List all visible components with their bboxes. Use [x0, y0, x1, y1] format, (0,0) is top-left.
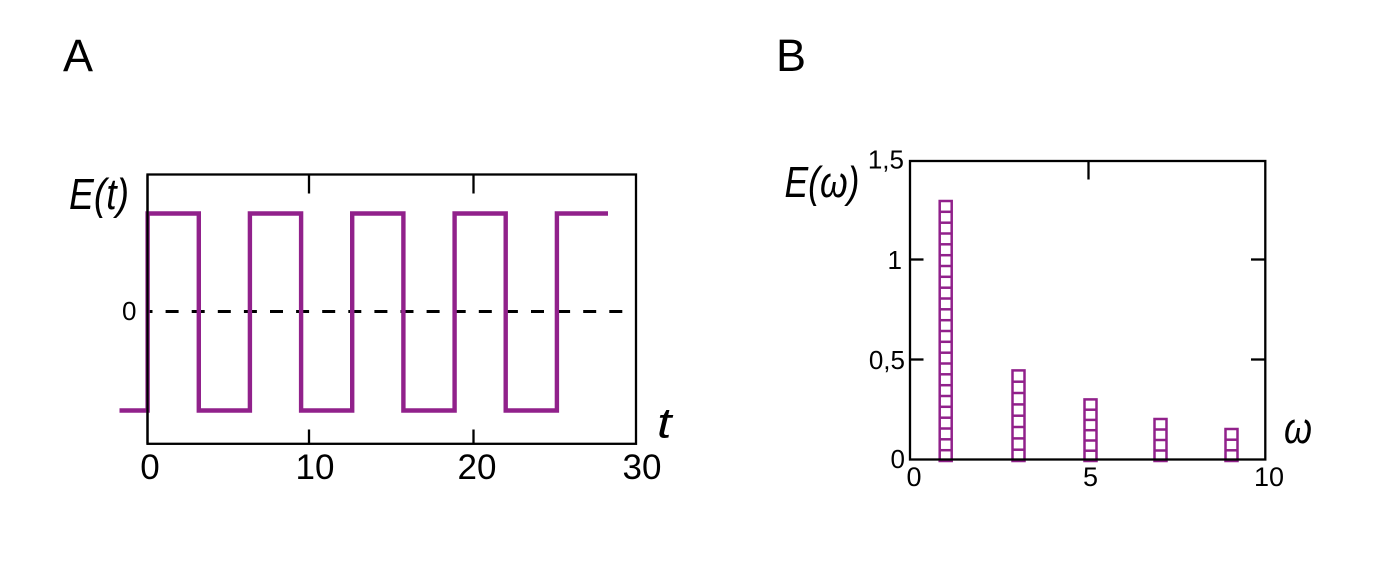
svg-text:B: B [776, 30, 806, 81]
svg-text:0,5: 0,5 [869, 345, 905, 375]
svg-text:0: 0 [122, 296, 136, 326]
svg-text:A: A [63, 30, 93, 81]
svg-text:ω: ω [1284, 404, 1312, 453]
svg-text:5: 5 [1083, 462, 1098, 492]
svg-text:30: 30 [623, 448, 662, 487]
svg-text:10: 10 [1254, 462, 1284, 492]
svg-text:1: 1 [888, 245, 902, 275]
svg-text:20: 20 [458, 448, 497, 487]
svg-text:E(ω): E(ω) [785, 158, 860, 207]
svg-text:0: 0 [891, 444, 905, 474]
svg-text:E(t): E(t) [69, 170, 129, 219]
svg-text:0: 0 [140, 448, 159, 487]
svg-text:1,5: 1,5 [868, 145, 904, 175]
svg-text:0: 0 [906, 462, 921, 492]
svg-text:10: 10 [296, 448, 335, 487]
svg-text:t: t [657, 400, 674, 448]
